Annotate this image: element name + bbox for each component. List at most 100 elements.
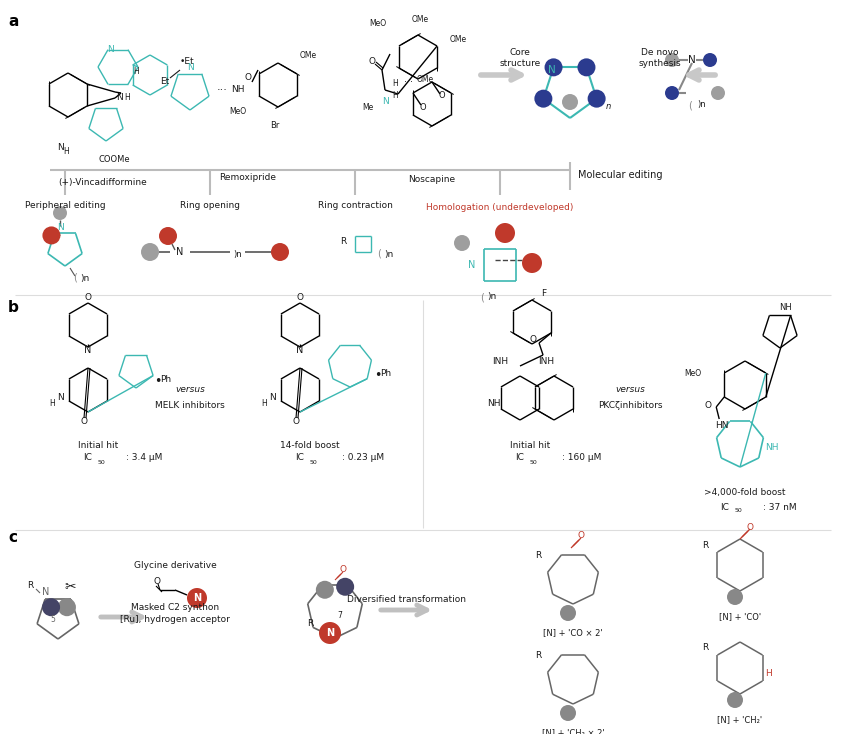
Text: [N] + 'CO × 2': [N] + 'CO × 2': [543, 628, 603, 638]
Text: 14-fold boost: 14-fold boost: [280, 440, 340, 449]
Text: Molecular editing: Molecular editing: [578, 170, 662, 180]
Circle shape: [522, 253, 542, 273]
Text: Diversified transformation: Diversified transformation: [347, 595, 465, 605]
Text: O: O: [705, 401, 711, 410]
Circle shape: [727, 692, 743, 708]
Circle shape: [560, 605, 576, 621]
Circle shape: [141, 243, 159, 261]
Text: )n: )n: [487, 293, 497, 302]
Text: NH: NH: [487, 399, 501, 407]
Text: R: R: [535, 551, 541, 561]
Text: N: N: [57, 222, 63, 231]
Text: N: N: [548, 65, 556, 75]
Text: N: N: [296, 345, 304, 355]
Text: ···: ···: [217, 85, 228, 95]
Text: N: N: [326, 628, 334, 638]
Text: •: •: [374, 368, 382, 382]
Text: O: O: [296, 294, 304, 302]
Text: IC: IC: [295, 454, 304, 462]
Text: 50: 50: [310, 459, 318, 465]
Text: O: O: [153, 578, 161, 586]
Circle shape: [727, 589, 743, 605]
Text: Ph: Ph: [381, 368, 392, 377]
Text: N: N: [57, 393, 63, 402]
Text: (: (: [688, 100, 692, 110]
Text: ···: ···: [404, 77, 413, 87]
Text: O: O: [339, 565, 347, 575]
Circle shape: [159, 227, 177, 245]
Circle shape: [545, 58, 563, 76]
Text: [Ru], hydrogen acceptor: [Ru], hydrogen acceptor: [120, 616, 230, 625]
Text: OMe: OMe: [449, 35, 466, 45]
Text: R: R: [307, 619, 313, 628]
Text: N: N: [269, 393, 276, 402]
Text: a: a: [8, 14, 19, 29]
Circle shape: [58, 598, 76, 617]
Text: [N] + 'CH₂ × 2': [N] + 'CH₂ × 2': [541, 729, 604, 734]
Text: O: O: [578, 531, 585, 540]
Text: H: H: [393, 79, 398, 89]
Text: N: N: [193, 593, 201, 603]
Circle shape: [665, 86, 679, 100]
Text: Br: Br: [271, 120, 280, 129]
Text: R: R: [702, 644, 708, 653]
Text: N: N: [107, 45, 113, 54]
Text: NH: NH: [231, 85, 244, 95]
Text: Masked C2 synthon: Masked C2 synthon: [131, 603, 219, 612]
Text: N: N: [116, 92, 123, 101]
Text: : 160 μM: : 160 μM: [562, 454, 602, 462]
Text: Core
structure: Core structure: [499, 48, 541, 68]
Circle shape: [560, 705, 576, 721]
Text: INH: INH: [538, 357, 554, 366]
Text: ✂: ✂: [64, 580, 76, 594]
Text: H: H: [63, 148, 69, 156]
Text: R: R: [702, 540, 708, 550]
Text: (: (: [377, 249, 381, 259]
Text: [N] + 'CH₂': [N] + 'CH₂': [717, 716, 762, 724]
Text: N: N: [187, 64, 194, 73]
Text: O: O: [439, 92, 445, 101]
Text: Homologation (underdeveloped): Homologation (underdeveloped): [426, 203, 574, 213]
Text: )n: )n: [698, 101, 706, 109]
Text: N: N: [85, 345, 91, 355]
Text: 50: 50: [98, 459, 106, 465]
Text: F: F: [541, 289, 547, 299]
Text: MeO: MeO: [370, 20, 387, 29]
Text: O: O: [293, 418, 299, 426]
Text: 5: 5: [51, 614, 56, 623]
Text: OMe: OMe: [299, 51, 316, 59]
Text: De novo
synthesis: De novo synthesis: [639, 48, 681, 68]
Text: O: O: [244, 73, 251, 82]
Circle shape: [495, 223, 515, 243]
Circle shape: [665, 53, 679, 67]
Text: H: H: [49, 399, 55, 409]
Text: versus: versus: [615, 385, 645, 394]
Text: N: N: [382, 98, 388, 106]
Text: n: n: [606, 102, 612, 111]
Text: MeO: MeO: [684, 368, 701, 377]
Text: N: N: [57, 142, 63, 151]
Text: Initial hit: Initial hit: [510, 440, 550, 449]
Text: O: O: [420, 103, 426, 112]
Circle shape: [454, 235, 470, 251]
Text: [N] + 'CO': [N] + 'CO': [719, 612, 761, 622]
Text: COOMe: COOMe: [98, 156, 129, 164]
Text: Glycine derivative: Glycine derivative: [134, 561, 217, 570]
Text: O: O: [530, 335, 536, 344]
Circle shape: [535, 90, 552, 108]
Text: O: O: [80, 418, 87, 426]
Text: NH: NH: [766, 443, 779, 452]
Circle shape: [42, 226, 60, 244]
Text: : 3.4 μM: : 3.4 μM: [126, 454, 162, 462]
Circle shape: [562, 94, 578, 110]
Text: PKCζinhibitors: PKCζinhibitors: [598, 401, 662, 410]
Text: Peripheral editing: Peripheral editing: [25, 200, 105, 209]
Text: 50: 50: [530, 459, 538, 465]
Text: Ph: Ph: [161, 376, 172, 385]
Circle shape: [53, 206, 67, 220]
Text: )n: )n: [233, 250, 242, 258]
Text: O: O: [85, 294, 91, 302]
Text: Ring opening: Ring opening: [180, 200, 240, 209]
Text: b: b: [8, 300, 19, 315]
Text: versus: versus: [175, 385, 205, 394]
